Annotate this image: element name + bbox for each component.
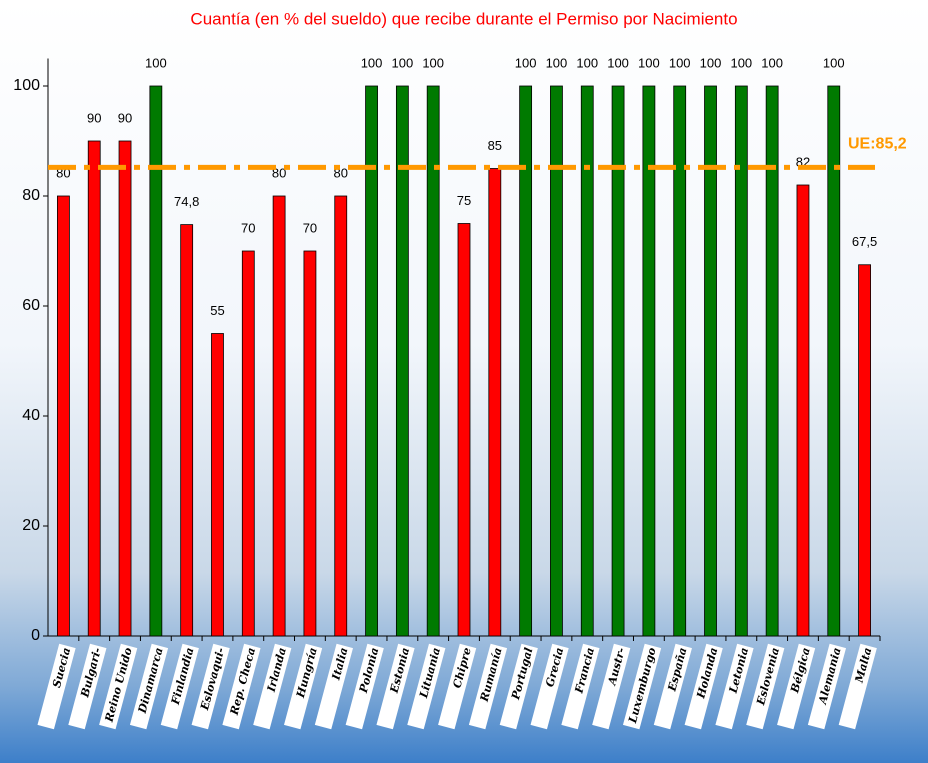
value-label: 100 <box>669 55 691 70</box>
bar <box>704 85 717 637</box>
label-box <box>807 643 847 730</box>
bar <box>550 85 563 637</box>
value-label: 75 <box>457 193 471 208</box>
bar <box>149 85 163 637</box>
label-box <box>407 643 446 730</box>
x-tick-label-group: Malta <box>838 643 877 730</box>
bar <box>858 264 871 637</box>
bar <box>457 223 471 637</box>
value-label: 100 <box>422 55 444 70</box>
y-tick-label: 60 <box>22 297 40 314</box>
label-box <box>345 643 384 730</box>
value-label: 100 <box>361 55 383 70</box>
value-label: 100 <box>823 55 845 70</box>
label-box <box>284 643 323 730</box>
value-label: 100 <box>761 55 783 70</box>
bar <box>642 85 656 637</box>
value-label: 70 <box>241 220 255 235</box>
label-box <box>314 643 353 730</box>
x-tick-label-group: Irlanda <box>253 643 292 730</box>
bar <box>488 168 502 637</box>
bar <box>211 333 224 637</box>
label-box <box>684 643 723 730</box>
value-label: 74,8 <box>174 194 199 209</box>
value-label: 100 <box>546 55 568 70</box>
label-box <box>499 643 538 730</box>
x-tick-label-group: Suecia <box>37 643 76 730</box>
bar <box>426 85 440 637</box>
value-label: 55 <box>210 303 224 318</box>
bar <box>395 85 409 637</box>
label-box <box>838 643 877 730</box>
value-label: 67,5 <box>852 234 877 249</box>
bar <box>827 85 841 637</box>
bar <box>580 85 594 637</box>
label-box <box>622 643 662 730</box>
bar <box>734 85 748 637</box>
label-box <box>191 643 230 730</box>
label-box <box>37 643 76 730</box>
value-label: 90 <box>118 110 132 125</box>
label-box <box>592 643 631 730</box>
value-label: 85 <box>488 138 502 153</box>
label-box <box>376 643 415 730</box>
bar <box>519 85 533 637</box>
bar <box>303 250 317 637</box>
bar <box>611 85 625 637</box>
label-box <box>561 643 600 730</box>
value-label: 100 <box>730 55 752 70</box>
bar <box>118 140 132 637</box>
label-box <box>438 643 477 730</box>
bar <box>180 224 194 637</box>
label-box <box>68 643 107 730</box>
y-tick-label: 100 <box>13 77 40 94</box>
value-label: 90 <box>87 110 101 125</box>
value-label: 100 <box>145 55 167 70</box>
bar <box>241 250 255 637</box>
value-label: 100 <box>576 55 598 70</box>
bar <box>87 140 101 637</box>
x-tick-label-group: Austr- <box>592 643 631 730</box>
bar <box>57 195 70 637</box>
y-tick-label: 40 <box>22 407 40 424</box>
value-label: 100 <box>607 55 629 70</box>
bar <box>673 85 687 637</box>
value-label: 100 <box>392 55 414 70</box>
bar <box>765 85 779 637</box>
label-box <box>777 643 816 730</box>
label-box <box>253 643 292 730</box>
bar <box>334 195 348 637</box>
value-label: 100 <box>700 55 722 70</box>
value-label: 100 <box>638 55 660 70</box>
label-box <box>129 643 169 730</box>
x-tick-label-group: Italia <box>314 643 353 730</box>
y-tick-label: 80 <box>22 187 40 204</box>
bar <box>272 195 286 637</box>
label-box <box>530 643 569 730</box>
label-box <box>222 643 261 730</box>
y-tick-label: 0 <box>31 627 40 644</box>
x-tick-label-group: Grecia <box>530 643 569 730</box>
label-box <box>715 643 754 730</box>
chart-title: Cuantía (en % del sueldo) que recibe dur… <box>190 9 737 28</box>
label-box <box>653 643 692 730</box>
label-box <box>468 643 508 730</box>
label-box <box>160 643 199 730</box>
label-box <box>99 643 138 730</box>
reference-label: UE:85,2 <box>848 136 907 153</box>
value-label: 70 <box>303 220 317 235</box>
value-label: 100 <box>515 55 537 70</box>
bar <box>796 184 810 637</box>
y-tick-label: 20 <box>22 517 40 534</box>
x-tick-label-group: Chipre <box>438 643 477 730</box>
x-tick-label-group: España <box>653 643 692 730</box>
bar <box>365 85 378 637</box>
label-box <box>746 643 785 730</box>
